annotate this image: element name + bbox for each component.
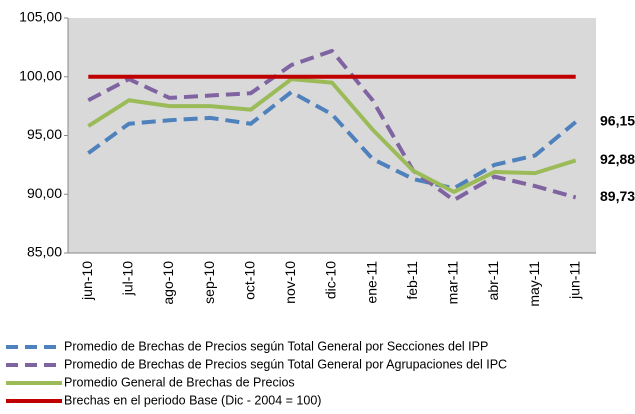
- x-tick-label: jun-11: [566, 261, 582, 300]
- x-tick-label: feb-11: [404, 261, 420, 300]
- y-tick-label: 90,00: [27, 185, 62, 201]
- x-tick-label: oct-10: [241, 261, 257, 300]
- legend-label: Promedio de Brechas de Precios según Tot…: [64, 339, 488, 353]
- x-tick-label: abr-11: [485, 261, 501, 301]
- x-tick-label: jul-10: [120, 261, 136, 296]
- value-label: 96,15: [600, 113, 635, 129]
- series-line: [87, 90, 577, 191]
- x-tick-label: sep-10: [201, 261, 217, 304]
- x-tick-label: ago-10: [160, 261, 176, 305]
- x-tick-label: jun-10: [79, 261, 95, 301]
- series-line: [87, 77, 577, 194]
- x-tick-label: may-11: [526, 261, 542, 307]
- y-tick-label: 95,00: [27, 126, 62, 142]
- legend-label: Promedio de Brechas de Precios según Tot…: [64, 357, 507, 371]
- y-tick-label: 105,00: [19, 9, 62, 25]
- series-line: [87, 48, 577, 203]
- y-tick-label: 100,00: [19, 67, 62, 83]
- value-label: 92,88: [600, 151, 635, 167]
- plot-area: [68, 18, 596, 253]
- value-label: 89,73: [600, 188, 635, 204]
- x-tick-label: dic-10: [323, 261, 339, 299]
- x-tick-label: mar-11: [445, 261, 461, 305]
- y-tick-label: 85,00: [27, 244, 62, 260]
- legend-label: Promedio General de Brechas de Precios: [64, 375, 295, 389]
- x-tick-label: ene-11: [363, 261, 379, 304]
- x-tick-label: nov-10: [282, 261, 298, 304]
- legend-label: Brechas en el periodo Base (Dic - 2004 =…: [64, 393, 321, 407]
